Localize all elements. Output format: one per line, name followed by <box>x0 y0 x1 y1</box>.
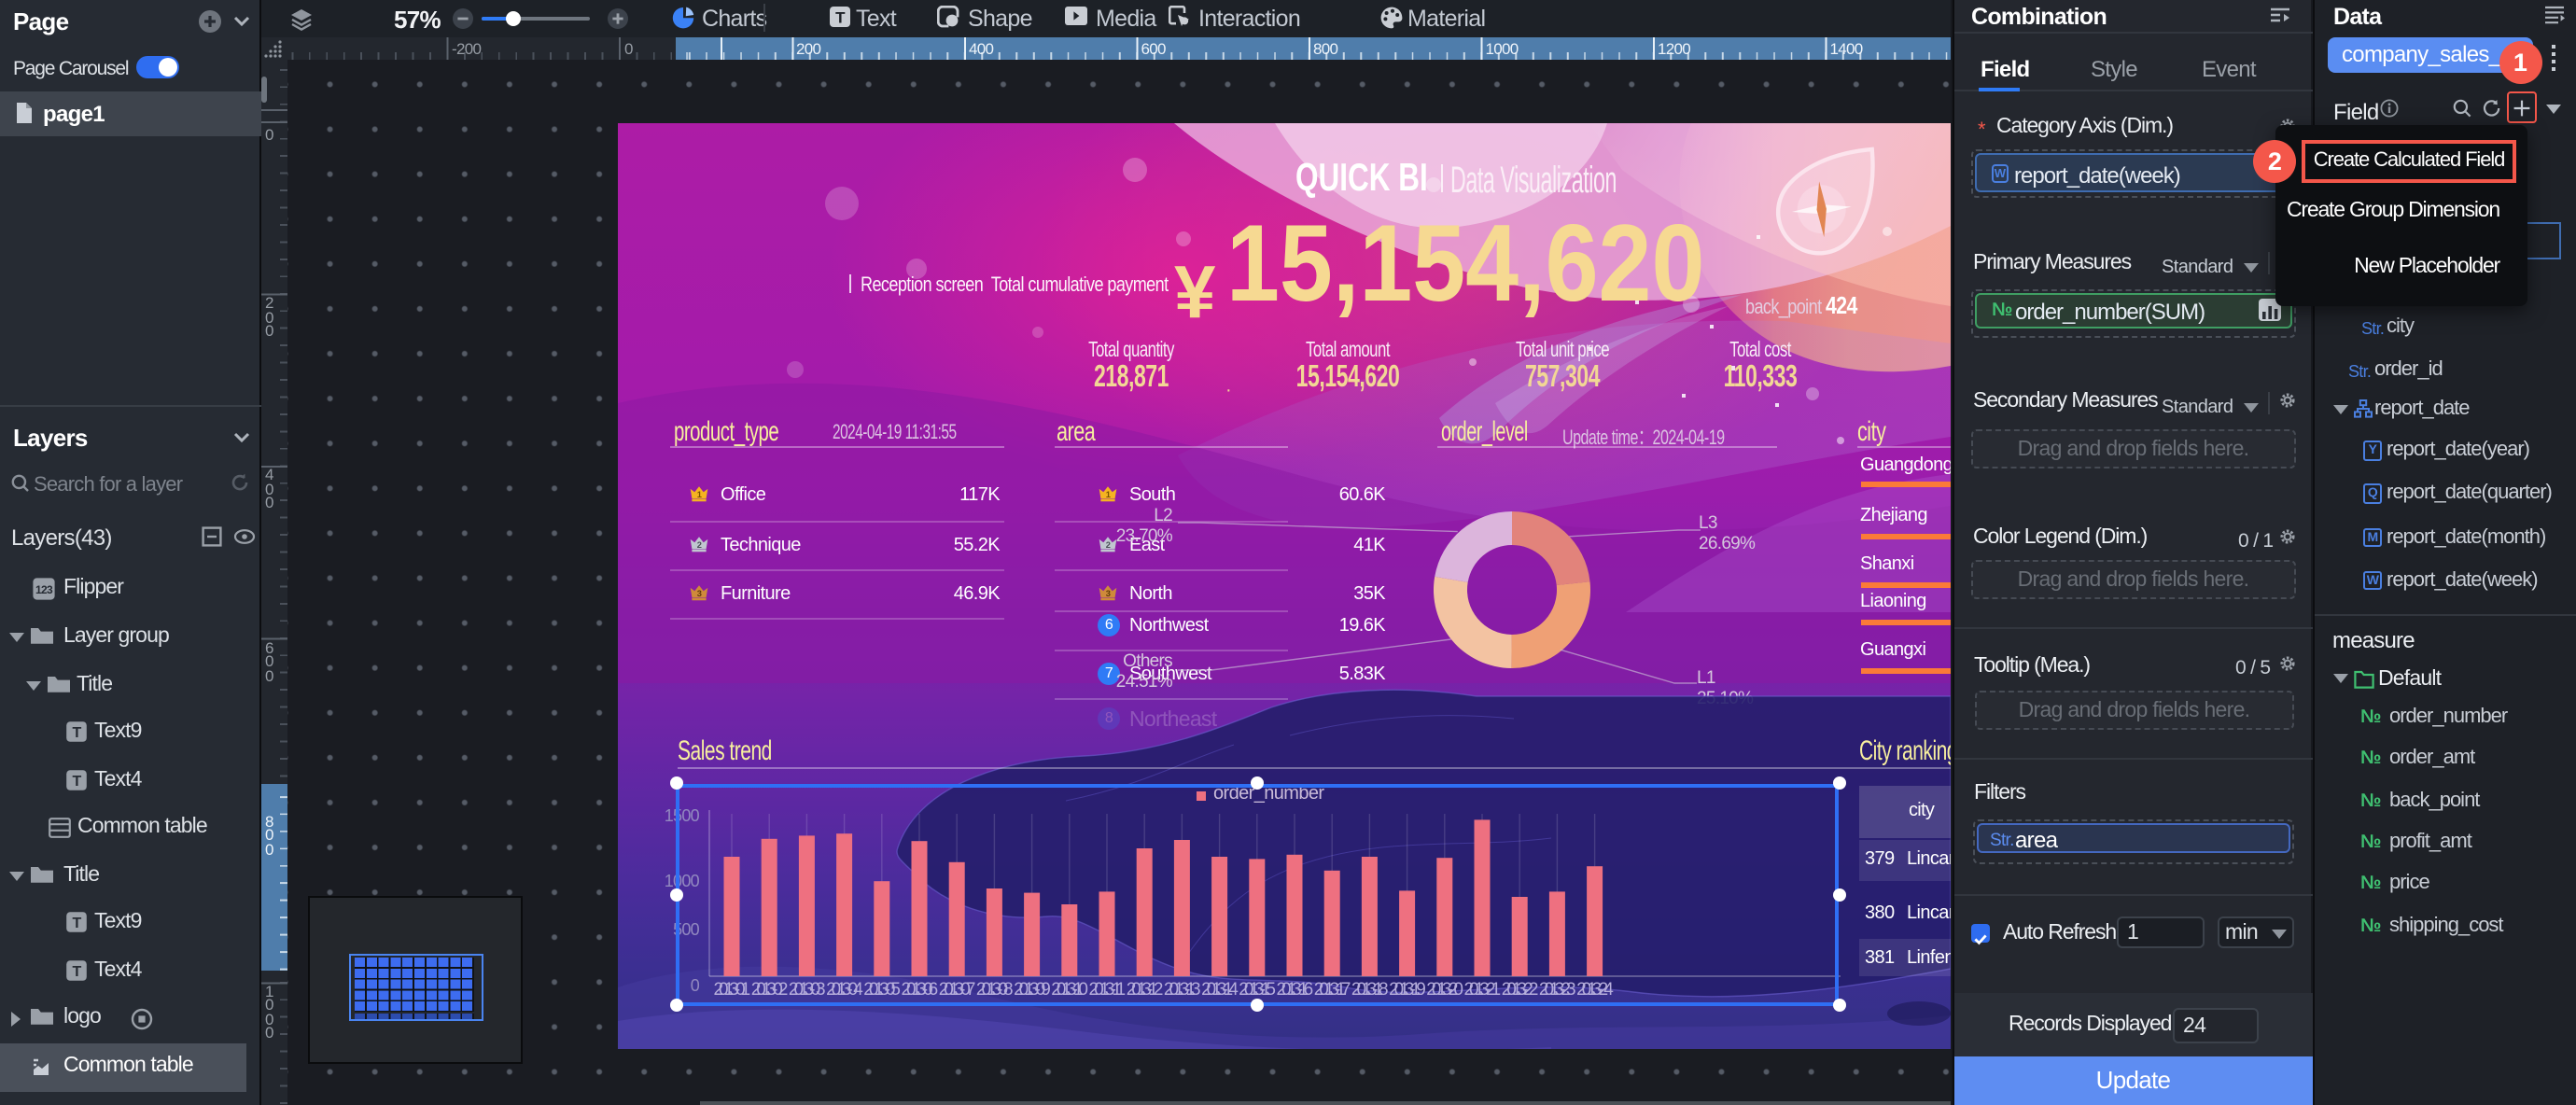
svg-text:2013-22: 2013-22 <box>1502 980 1538 1000</box>
svg-text:T: T <box>71 963 80 979</box>
svg-text:1: 1 <box>697 490 702 499</box>
svg-text:2013-06: 2013-06 <box>902 980 938 1000</box>
svg-text:2013-03: 2013-03 <box>789 980 825 1000</box>
svg-text:2013-19: 2013-19 <box>1389 980 1425 1000</box>
svg-text:2013-13: 2013-13 <box>1164 980 1200 1000</box>
svg-text:2013-07: 2013-07 <box>939 980 975 1000</box>
svg-text:1: 1 <box>1106 490 1111 499</box>
svg-text:2013-15: 2013-15 <box>1239 980 1275 1000</box>
svg-text:2: 2 <box>1106 540 1111 550</box>
svg-text:2013-05: 2013-05 <box>863 980 900 1000</box>
svg-text:123: 123 <box>35 583 53 596</box>
svg-text:2013-11: 2013-11 <box>1089 980 1126 1000</box>
svg-text:2013-14: 2013-14 <box>1201 980 1239 1000</box>
svg-text:2013-10: 2013-10 <box>1051 980 1087 1000</box>
svg-text:2013-24: 2013-24 <box>1576 980 1614 1000</box>
svg-text:T: T <box>835 7 846 25</box>
svg-text:3: 3 <box>1106 589 1111 598</box>
svg-text:2013-09: 2013-09 <box>1014 980 1050 1000</box>
svg-text:2013-18: 2013-18 <box>1351 980 1388 1000</box>
svg-text:2: 2 <box>697 540 702 550</box>
svg-text:2013-16: 2013-16 <box>1277 980 1313 1000</box>
svg-text:2013-04: 2013-04 <box>826 980 863 1000</box>
svg-text:2013-20: 2013-20 <box>1426 980 1463 1000</box>
svg-text:2013-08: 2013-08 <box>976 980 1013 1000</box>
svg-text:3: 3 <box>697 589 702 598</box>
svg-text:2013-23: 2013-23 <box>1539 980 1575 1000</box>
svg-text:2013-21: 2013-21 <box>1464 980 1501 1000</box>
svg-text:T: T <box>71 916 80 931</box>
svg-text:T: T <box>71 773 80 789</box>
svg-text:2013-01: 2013-01 <box>714 980 750 1000</box>
svg-text:2013-02: 2013-02 <box>751 980 788 1000</box>
svg-text:2013-12: 2013-12 <box>1127 980 1163 1000</box>
svg-text:2013-17: 2013-17 <box>1314 980 1351 1000</box>
svg-text:T: T <box>71 725 80 741</box>
